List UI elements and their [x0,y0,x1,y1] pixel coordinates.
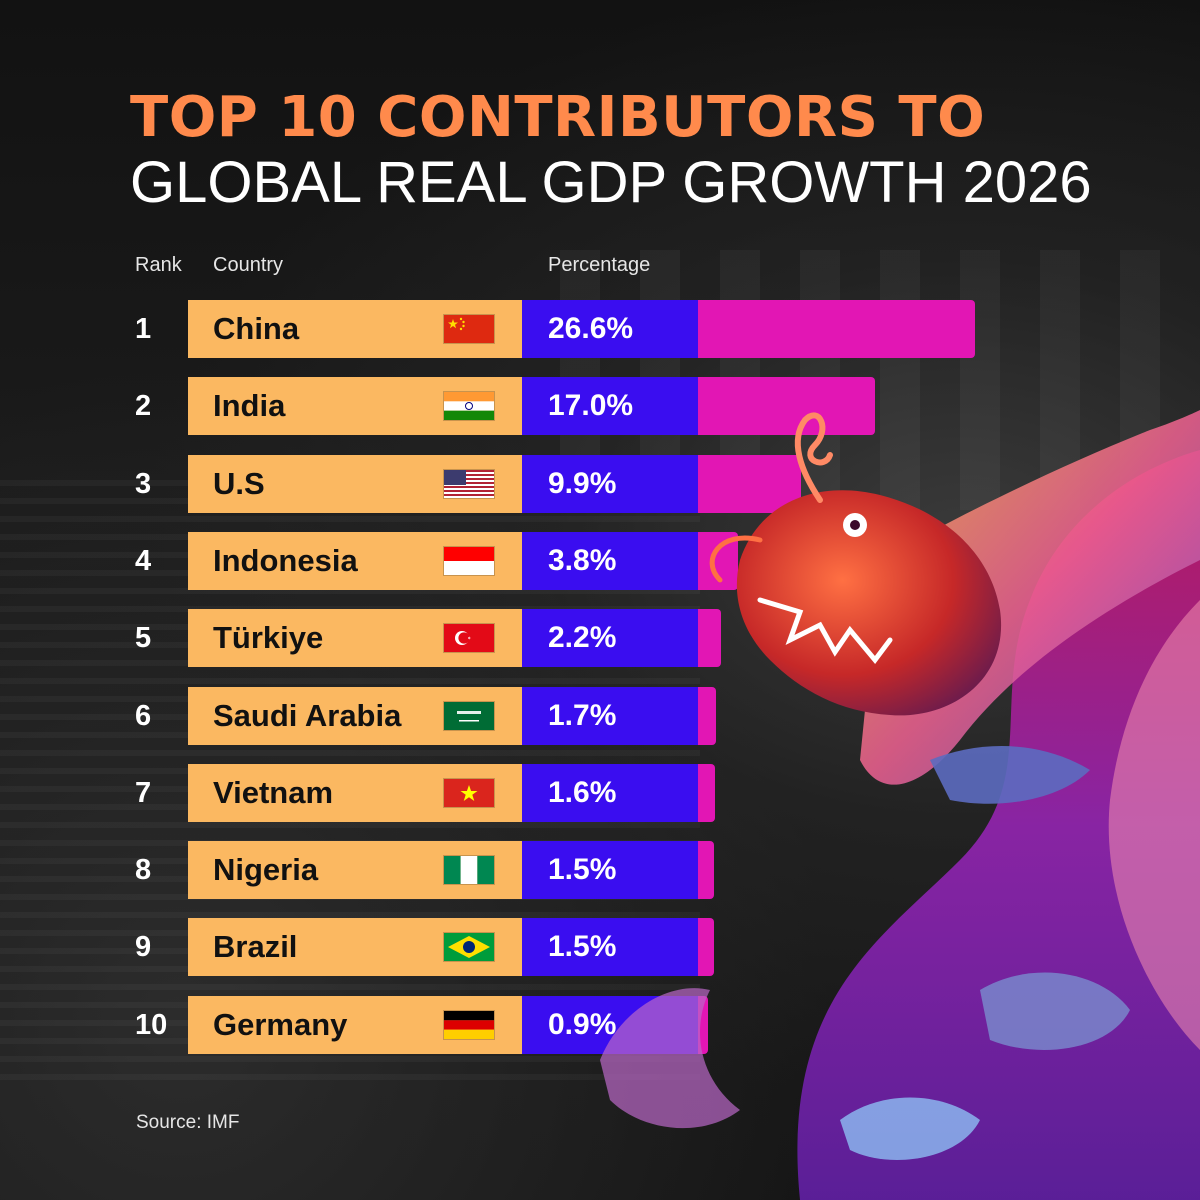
country-name: Vietnam [213,774,334,810]
value-bar [698,686,716,745]
table-row: 6 Saudi Arabia 1.7% [0,686,1200,745]
value-bar [698,531,738,590]
rank-label: 9 [135,931,152,964]
header-percentage: Percentage [548,254,651,276]
percentage-cell: 0.9% [522,995,698,1054]
country-cell: Indonesia [188,531,522,590]
percentage-label: 9.9% [548,466,617,500]
title-line-2: GLOBAL REAL GDP GROWTH 2026 [130,150,1092,215]
table-row: 4 Indonesia 3.8% [0,531,1200,590]
country-cell: U.S [188,454,522,513]
percentage-label: 1.5% [548,853,617,887]
percentage-label: 3.8% [548,543,617,577]
country-name: Nigeria [213,852,319,888]
percentage-label: 26.6% [548,312,634,345]
value-bar [698,454,802,513]
rank-label: 7 [135,776,152,809]
header-rank: Rank [135,254,182,276]
china-flag-icon [444,315,494,343]
country-name: Brazil [213,929,298,965]
percentage-cell: 1.7% [522,686,698,745]
table-row: 5 Türkiye 2.2% [0,609,1200,668]
country-name: China [213,311,300,346]
country-cell: Vietnam [188,763,522,822]
rank-label: 2 [135,390,152,423]
value-bar [698,841,714,900]
us-flag-icon [444,469,494,498]
percentage-cell: 17.0% [522,377,698,436]
country-name: Türkiye [213,620,324,656]
rank-label: 3 [135,467,152,500]
rank-label: 4 [135,544,152,577]
table-row: 10 Germany 0.9% [0,995,1200,1054]
percentage-cell: 1.6% [522,763,698,822]
value-bar [698,609,721,668]
nigeria-flag-icon [444,856,494,885]
india-flag-icon [444,392,494,421]
country-cell: Türkiye [188,609,522,668]
country-cell: Saudi Arabia [188,686,522,745]
table-row: 7 Vietnam 1.6% [0,763,1200,822]
percentage-cell: 2.2% [522,609,698,668]
value-bar [698,377,876,436]
rank-label: 8 [135,854,152,887]
header-country: Country [213,254,284,276]
rank-label: 10 [135,1008,168,1041]
percentage-cell: 9.9% [522,454,698,513]
percentage-label: 1.7% [548,698,617,732]
percentage-cell: 1.5% [522,841,698,900]
percentage-cell: 3.8% [522,531,698,590]
value-bar [698,763,715,822]
table-row: 9 Brazil 1.5% [0,918,1200,977]
vietnam-flag-icon [444,778,494,807]
source-note: Source: IMF [136,1112,240,1133]
country-cell: India [188,377,522,436]
percentage-label: 17.0% [548,389,634,423]
country-name: Germany [213,1006,348,1042]
country-name: U.S [213,465,265,501]
country-cell: Nigeria [188,841,522,900]
rank-label: 5 [135,622,152,655]
rank-label: 6 [135,699,152,732]
value-bar [698,300,975,358]
page-title: TOP 10 CONTRIBUTORS TO GLOBAL REAL GDP G… [130,90,1092,212]
percentage-label: 1.6% [548,775,617,809]
country-cell: China [188,300,522,358]
table-row: 3 U.S 9.9% [0,454,1200,513]
percentage-label: 1.5% [548,930,617,964]
indonesia-flag-icon [444,546,494,575]
rank-label: 1 [135,313,152,345]
saudi-arabia-flag-icon [444,701,494,730]
country-cell: Germany [188,995,522,1054]
country-cell: Brazil [188,918,522,977]
country-name: Saudi Arabia [213,697,402,733]
title-line-1: TOP 10 CONTRIBUTORS TO [130,85,986,150]
country-name: Indonesia [213,542,358,578]
value-bar [698,918,714,977]
brazil-flag-icon [444,933,494,962]
country-name: India [213,388,286,424]
table-row: 8 Nigeria 1.5% [0,841,1200,900]
turkiye-flag-icon [444,624,494,653]
percentage-cell: 26.6% [522,300,698,358]
germany-flag-icon [444,1010,494,1039]
table-row: 1 China 26.6% [0,300,1200,358]
percentage-label: 2.2% [548,621,617,655]
table-row: 2 India 17.0% [0,377,1200,436]
percentage-label: 0.9% [548,1007,617,1041]
percentage-cell: 1.5% [522,918,698,977]
value-bar [698,995,708,1054]
